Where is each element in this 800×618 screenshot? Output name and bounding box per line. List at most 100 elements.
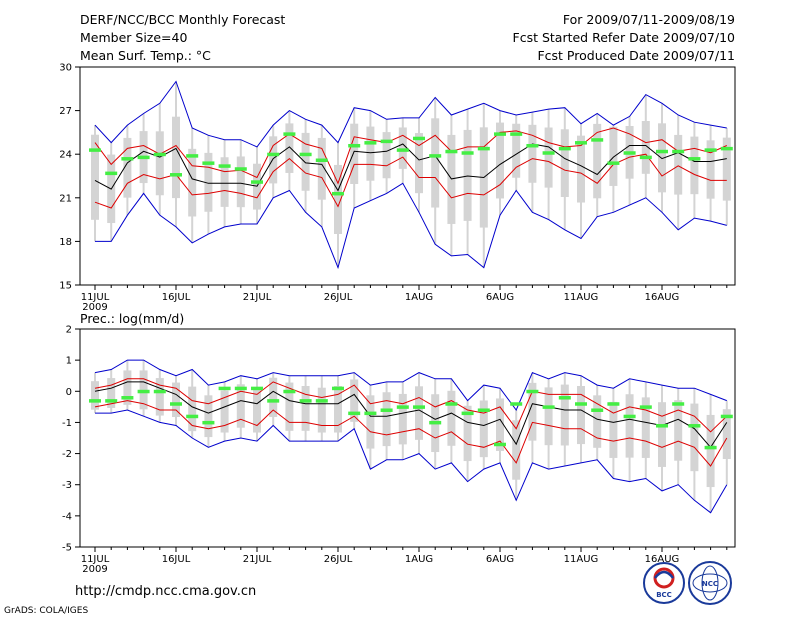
prec-mean-line (94, 381, 728, 449)
temp-max-line (94, 80, 727, 148)
prec-spread-box (609, 401, 618, 458)
temp-observed-mark (591, 138, 604, 142)
prec-observed-mark (623, 414, 636, 419)
prec-observed-mark (105, 399, 118, 403)
prec-y-tick-label: -4 (62, 511, 72, 522)
temp-observed-mark (105, 171, 118, 176)
prec-observed-mark (283, 389, 296, 394)
prec-spread-box (690, 403, 699, 472)
prec-spread-box (269, 377, 278, 417)
prec-observed-mark (656, 424, 668, 428)
prec-spread-box (641, 397, 650, 458)
prec-spread-box (512, 420, 521, 480)
prec-observed-mark (137, 389, 150, 394)
prec-spread-box (123, 370, 132, 405)
prec-spread-box (204, 395, 213, 438)
temp-observed-mark (623, 151, 636, 155)
member-size-label: Member Size=40 (80, 30, 187, 45)
prec-observed-mark (234, 386, 247, 391)
temp-observed-mark (267, 152, 280, 157)
temp-x-tick-label: 11AUG (564, 292, 599, 303)
refer-date-label: Fcst Started Refer Date 2009/07/10 (513, 30, 736, 45)
prec-spread-box (722, 409, 731, 460)
forecast-period-label: For 2009/07/11-2009/08/19 (563, 12, 735, 27)
prec-observed-mark (542, 405, 555, 409)
temp-spread-box (544, 127, 553, 188)
prec-spread-box (155, 378, 164, 416)
temp-spread-box (269, 136, 278, 184)
prec-spread-box (398, 393, 407, 445)
prec-spread-box (674, 400, 683, 461)
temp-observed-mark (510, 132, 523, 136)
temp-spread-box (398, 127, 407, 169)
prec-spread-box (334, 385, 342, 433)
temp-observed-mark (348, 143, 361, 148)
prec-spread-box (706, 414, 715, 488)
prec-spread-box (382, 392, 391, 447)
prec-observed-mark (461, 411, 474, 416)
temp-spread-box (496, 122, 504, 199)
temp-spread-box (577, 135, 585, 203)
temp-spread-box (91, 134, 99, 220)
temp-x-tick-label: 16JUL (162, 292, 191, 303)
temp-spread-box (658, 123, 666, 193)
temp-observed-mark (656, 149, 668, 154)
temp-y-tick-label: 21 (59, 193, 72, 204)
prec-year-label: 2009 (82, 564, 107, 575)
temp-observed-mark (558, 146, 571, 151)
bcc-logo-text: BCC (656, 591, 672, 599)
temp-spread-box (366, 126, 375, 181)
temp-observed-mark (218, 164, 231, 168)
prec-spread-box (220, 390, 229, 433)
temp-observed-mark (639, 155, 652, 160)
temp-mean-line (94, 143, 727, 192)
temp-observed-mark (413, 136, 425, 141)
temp-x-tick-label: 6AUG (486, 292, 514, 303)
prec-observed-mark (89, 399, 101, 403)
prec-spread-box (625, 394, 634, 458)
temp-upper-line (94, 127, 728, 185)
prec-spread-box (593, 395, 602, 448)
prec-observed-mark (315, 399, 328, 403)
prec-x-tick-label: 16AUG (645, 554, 680, 565)
temp-spread-box (431, 118, 440, 208)
temp-y-tick-label: 18 (59, 237, 72, 248)
temp-observed-mark (89, 148, 101, 152)
temperature-panel: 15 18 21 24 27 30 11JUL 16JUL 21JUL 26JUL 1AUG 6AUG… (59, 63, 736, 313)
prec-spread-box (188, 386, 197, 432)
temp-spread-box (512, 123, 521, 178)
temp-spread-box (285, 123, 294, 173)
temp-observed-mark (575, 141, 587, 145)
temp-observed-mark (186, 154, 199, 158)
prec-spread-box (496, 398, 504, 451)
temp-spread-box (350, 123, 359, 184)
prec-observed-mark (672, 402, 685, 406)
prec-spread-box (107, 378, 116, 408)
temp-observed-mark (137, 155, 150, 160)
temp-spread-box (236, 156, 245, 208)
temp-spread-box (317, 137, 326, 200)
temp-spread-box (382, 132, 391, 179)
prec-observed-mark (396, 405, 409, 409)
temp-spread-box (722, 137, 731, 201)
temp-observed-mark (688, 157, 701, 161)
prec-observed-mark (607, 402, 620, 406)
prec-observed-mark (121, 396, 134, 400)
temp-observed-mark (299, 152, 312, 157)
prec-observed-mark (445, 402, 458, 406)
temp-observed-mark (720, 146, 733, 151)
temp-observed-mark (234, 167, 247, 171)
temp-spread-box (204, 152, 213, 212)
prec-observed-mark (575, 402, 587, 406)
prec-min-line (95, 409, 728, 514)
prec-spread-box (366, 395, 375, 449)
prec-observed-mark (153, 389, 166, 394)
prec-x-tick-label: 26JUL (324, 554, 353, 565)
prec-y-tick-label: -3 (62, 480, 72, 491)
temp-y-tick-label: 15 (59, 281, 72, 292)
temp-observed-mark (396, 148, 409, 152)
prec-spread-box (350, 379, 359, 422)
temp-observed-mark (672, 149, 685, 154)
temp-observed-mark (153, 152, 166, 157)
temp-observed-mark (251, 180, 263, 184)
